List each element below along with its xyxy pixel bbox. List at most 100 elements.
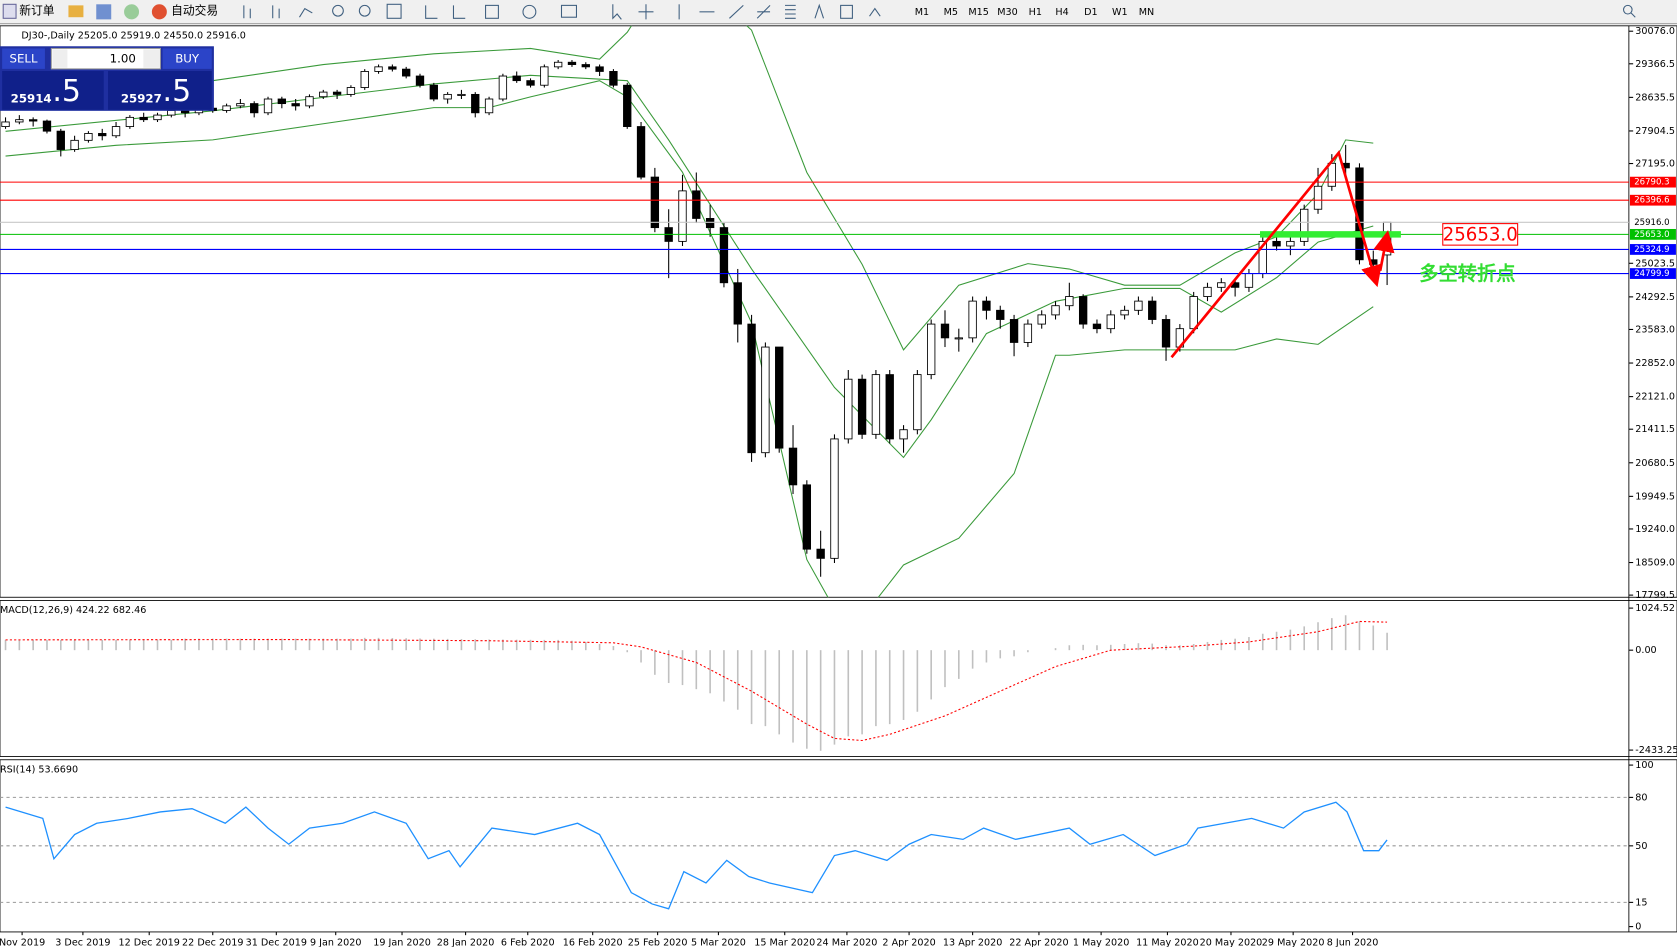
lot-value[interactable]: 1.00 — [110, 52, 136, 66]
toolbar-icon[interactable] — [124, 4, 140, 20]
y-tick-label: 17799.5 — [1635, 590, 1675, 601]
icon-arrows[interactable] — [869, 7, 881, 17]
rsi-line — [5, 801, 1388, 910]
icon-indicators[interactable] — [485, 4, 499, 19]
price-level-label: 25653.0 — [1634, 230, 1669, 240]
icon-autoscroll[interactable] — [452, 5, 466, 19]
candle-body — [927, 323, 936, 376]
candle-body — [775, 346, 784, 449]
new-order-icon[interactable] — [2, 3, 17, 19]
timeframe-button[interactable]: M30 — [997, 7, 1018, 18]
candle-body — [471, 93, 480, 114]
candle-body — [940, 323, 950, 339]
icon-templates[interactable] — [560, 4, 578, 18]
candle-body — [484, 98, 494, 114]
toolbar-icons — [243, 3, 1636, 20]
lot-up[interactable] — [143, 49, 160, 68]
indicator-title: DJ30-,Daily 25205.0 25919.0 24550.0 2591… — [21, 30, 246, 41]
support-zone — [1259, 231, 1401, 238]
annotation-note: 多空转折点 — [1419, 262, 1515, 285]
toolbar-icon[interactable] — [96, 4, 112, 20]
one-click-trading: SELL 1.00 BUY 25914 .5 25927 .5 — [0, 46, 214, 111]
candle-body — [263, 98, 273, 114]
candle-body — [56, 130, 65, 150]
candle-body — [346, 87, 356, 95]
candle-body — [567, 61, 577, 65]
icon-trendline[interactable] — [729, 4, 744, 19]
sell-price-box[interactable] — [2, 71, 104, 110]
candle-body — [1244, 273, 1254, 288]
price-level-label: 24799.9 — [1634, 269, 1669, 279]
icon-bar-chart[interactable] — [243, 5, 251, 19]
icon-channel[interactable] — [756, 5, 771, 19]
candle-body — [1217, 282, 1226, 288]
buy-price-box[interactable] — [108, 71, 212, 110]
y-tick-label: 19949.5 — [1635, 491, 1675, 502]
candle-body — [139, 116, 148, 121]
price-level-label: 25324.9 — [1634, 245, 1669, 255]
sell-button[interactable] — [2, 48, 45, 69]
x-tick-label: 2 Apr 2020 — [882, 938, 935, 947]
lot-down[interactable] — [52, 49, 68, 68]
timeframe-button[interactable]: M1 — [915, 7, 929, 18]
timeframe-button[interactable]: D1 — [1084, 7, 1098, 18]
timeframe-button[interactable]: H1 — [1029, 7, 1042, 18]
icon-cursor[interactable] — [612, 4, 622, 20]
auto-trading-button[interactable]: 自动交易 — [171, 3, 218, 17]
buy-price-main[interactable]: 25927 — [121, 91, 162, 105]
candle-body — [1051, 305, 1060, 316]
icon-crosshair[interactable] — [638, 4, 654, 20]
candle-body — [1189, 296, 1198, 330]
icon-text[interactable] — [814, 3, 825, 19]
auto-trading-icon[interactable] — [151, 4, 167, 20]
price-level-tag — [1629, 216, 1676, 228]
candle-body — [111, 126, 121, 137]
icon-line[interactable] — [299, 7, 313, 18]
x-tick-label: 8 Jun 2020 — [1327, 938, 1379, 947]
icon-zoom-in[interactable] — [332, 4, 344, 17]
icon-periods[interactable] — [522, 4, 537, 19]
macd-signal — [5, 620, 1388, 742]
timeframe-button[interactable]: H4 — [1055, 7, 1068, 18]
candle-body — [857, 378, 867, 435]
lot-input[interactable] — [50, 47, 161, 70]
y-tick-label: 22121.0 — [1635, 392, 1675, 403]
icon-label[interactable] — [840, 4, 853, 19]
candle-body — [388, 66, 397, 70]
trend-arrow — [1373, 230, 1395, 272]
candle-body — [844, 378, 853, 440]
icon-search[interactable] — [1622, 4, 1633, 15]
sell-price-main[interactable]: 25914 — [11, 91, 52, 105]
y-tick-label: 29366.5 — [1635, 59, 1675, 70]
new-order-button[interactable]: 新订单 — [19, 3, 54, 17]
level-callout: 25653.0 — [1443, 224, 1518, 245]
candle-body — [913, 374, 922, 431]
candle-body — [692, 190, 701, 219]
buy-button[interactable] — [162, 48, 212, 69]
icon-fibo[interactable] — [785, 4, 796, 19]
timeframe-button[interactable]: MN — [1139, 7, 1154, 18]
toolbar-icon[interactable] — [68, 5, 84, 18]
sell-label[interactable]: SELL — [10, 52, 38, 66]
y-tick-label: 1024.52 — [1635, 603, 1675, 614]
rsi-panel — [0, 759, 1677, 933]
candle-body — [1037, 314, 1046, 325]
x-tick-label: 12 Dec 2019 — [119, 938, 180, 947]
buy-label[interactable]: BUY — [175, 52, 200, 66]
y-tick-label: 30076.0 — [1635, 26, 1675, 37]
timeframe-button[interactable]: M15 — [968, 7, 989, 18]
indicator-title: RSI(14) 53.6690 — [0, 764, 78, 775]
y-tick-label: 21411.5 — [1635, 424, 1675, 435]
buy-price-pips[interactable]: .5 — [163, 74, 192, 109]
x-tick-label: 9 Jan 2020 — [310, 938, 362, 947]
timeframes: M1 M5 M15 M30 H1 H4 D1 W1 MN — [915, 7, 1155, 18]
icon-zoom-out[interactable] — [358, 4, 371, 17]
icon-shift[interactable] — [425, 5, 438, 19]
timeframe-button[interactable]: M5 — [944, 7, 958, 18]
timeframe-button[interactable]: W1 — [1112, 7, 1128, 18]
icon-tile[interactable] — [386, 3, 402, 19]
x-tick-label: 19 Jan 2020 — [373, 938, 431, 947]
icon-candles[interactable] — [272, 5, 280, 19]
sell-price-pips[interactable]: .5 — [52, 74, 81, 109]
price-level-tag — [1629, 228, 1676, 240]
